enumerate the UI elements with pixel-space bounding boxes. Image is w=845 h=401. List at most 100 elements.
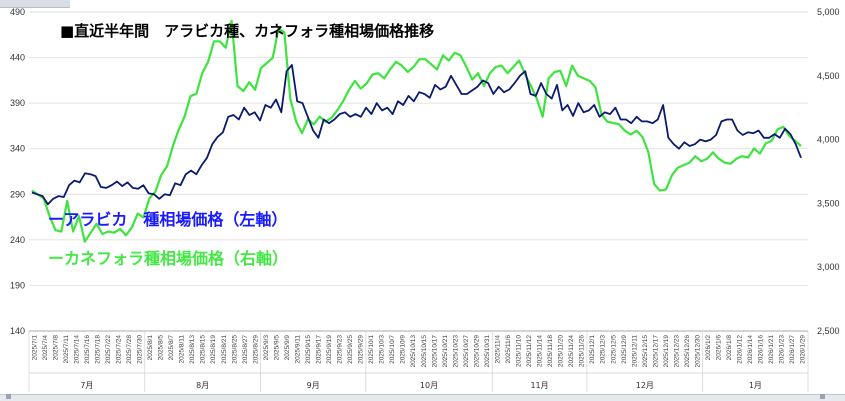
chart-title: ■直近半年間 アラビカ種、カネフォラ種相場価格推移 [60, 22, 434, 40]
date-tick-label: 2025/7/1 [31, 335, 38, 361]
date-tick-label: 2026/1/8 [726, 335, 733, 361]
date-tick-label: 2025/10/17 [431, 335, 438, 368]
date-tick-label: 2025/12/3 [600, 335, 607, 364]
date-tick-label: 2026/1/14 [747, 335, 754, 364]
date-tick-label: 2025/9/11 [294, 335, 301, 364]
left-tick-label: 190 [10, 280, 25, 290]
date-tick-label: 2025/9/17 [315, 335, 322, 364]
date-tick-label: 2025/12/15 [642, 335, 649, 368]
right-axis: 2,500 3,000 3,500 4,000 4,500 5,000 [817, 7, 840, 336]
date-tick-label: 2025/11/26 [579, 335, 586, 367]
date-tick-label: 2025/11/6 [505, 335, 512, 364]
sheet-tab-strip [0, 394, 845, 401]
date-tick-label: 2025/12/5 [610, 335, 617, 364]
date-tick-label: 2025/8/5 [158, 335, 165, 361]
date-tick-label: 2025/12/17 [652, 335, 659, 368]
month-label: 11月 [530, 381, 548, 390]
legend-arabica: ーアラビカ 種相場価格（左軸） [48, 210, 287, 229]
date-tick-label: 2026/1/16 [758, 335, 765, 364]
date-tick-label: 2025/11/4 [494, 335, 501, 364]
date-tick-label: 2025/12/9 [621, 335, 628, 364]
date-tick-label: 2025/10/7 [389, 335, 396, 364]
series-lines [31, 19, 802, 243]
date-tick-label: 2025/8/29 [252, 335, 259, 364]
legend-robusta: ーカネフォラ種相場価格（右軸） [48, 249, 288, 268]
right-tick-label: 2,500 [817, 326, 840, 336]
date-tick-label: 2025/9/19 [326, 335, 333, 364]
date-tick-label: 2025/7/22 [105, 335, 112, 364]
left-tick-label: 290 [10, 189, 25, 199]
month-label: 8月 [196, 381, 209, 390]
date-tick-label: 2025/8/25 [231, 335, 238, 364]
left-axis: 140 190 240 290 340 390 440 490 [10, 7, 25, 336]
sheet-toolbar-strip [0, 0, 70, 8]
date-tick-label: 2025/9/15 [305, 335, 312, 364]
date-tick-label: 2025/10/29 [473, 335, 480, 368]
date-tick-label: 2025/7/4 [42, 335, 49, 361]
month-label: 7月 [80, 381, 93, 390]
date-tick-label: 2025/8/13 [189, 335, 196, 364]
date-tick-label: 2025/10/3 [379, 335, 386, 364]
right-tick-label: 4,500 [817, 71, 840, 81]
right-tick-label: 5,000 [817, 7, 840, 17]
date-tick-label: 2025/8/1 [147, 335, 154, 361]
date-tick-label: 2025/12/19 [663, 335, 670, 368]
date-tick-label: 2026/1/29 [800, 335, 807, 364]
date-tick-label: 2025/9/3 [263, 335, 270, 361]
right-tick-label: 3,500 [817, 198, 840, 208]
arabica-line [31, 64, 802, 206]
date-tick-label: 2025/8/21 [221, 335, 228, 364]
date-tick-label: 2025/12/1 [589, 335, 596, 364]
date-tick-label: 2026/1/12 [737, 335, 744, 364]
date-tick-label: 2026/1/23 [779, 335, 786, 364]
date-tick-label: 2025/10/15 [421, 335, 428, 368]
date-tick-label: 2025/10/9 [400, 335, 407, 364]
date-tick-label: 2026/1/2 [705, 335, 712, 361]
date-tick-label: 2025/11/18 [547, 335, 554, 367]
date-tick-label: 2026/1/6 [716, 335, 723, 361]
date-tick-label: 2025/7/16 [84, 335, 91, 364]
date-tick-label: 2025/10/23 [452, 335, 459, 368]
date-tick-label: 2025/9/5 [273, 335, 280, 361]
date-tick-label: 2025/12/11 [631, 335, 638, 367]
left-tick-label: 490 [10, 7, 25, 17]
month-label: 10月 [420, 381, 438, 390]
date-tick-label: 2025/10/27 [463, 335, 470, 368]
left-tick-label: 440 [10, 53, 25, 63]
date-tick-label: 2025/8/27 [242, 335, 249, 364]
date-tick-label: 2025/7/18 [94, 335, 101, 364]
date-tick-label: 2025/8/15 [200, 335, 207, 364]
date-tick-label: 2025/8/19 [210, 335, 217, 364]
date-tick-label: 2025/8/7 [168, 335, 175, 361]
date-tick-label: 2025/11/10 [516, 335, 523, 367]
left-tick-label: 240 [10, 235, 25, 245]
date-tick-label: 2025/9/29 [358, 335, 365, 364]
date-tick-label: 2025/12/26 [684, 335, 691, 368]
month-label: 12月 [636, 381, 654, 390]
date-tick-label: 2025/11/24 [568, 335, 575, 367]
date-tick-label: 2025/7/28 [126, 335, 133, 364]
date-tick-label: 2025/11/20 [558, 335, 565, 367]
left-tick-label: 390 [10, 98, 25, 108]
date-tick-label: 2025/7/8 [52, 335, 59, 361]
scroll-left-icon[interactable] [6, 394, 11, 399]
right-tick-label: 4,000 [817, 135, 840, 145]
date-tick-label: 2025/7/24 [115, 335, 122, 364]
date-tick-label: 2026/1/27 [789, 335, 796, 364]
date-tick-label: 2025/9/23 [337, 335, 344, 364]
date-tick-label: 2025/9/25 [347, 335, 354, 364]
date-tick-label: 2025/8/11 [179, 335, 186, 364]
date-tick-label: 2025/10/31 [484, 335, 491, 368]
month-label: 9月 [307, 381, 320, 390]
right-tick-label: 3,000 [817, 262, 840, 272]
date-tick-label: 2025/10/21 [442, 335, 449, 368]
date-tick-label: 2025/7/30 [137, 335, 144, 364]
date-tick-label: 2025/10/1 [368, 335, 375, 364]
date-tick-label: 2025/10/13 [410, 335, 417, 368]
robusta-line [31, 19, 802, 243]
date-tick-label: 2025/7/11 [63, 335, 70, 364]
date-tick-label: 2025/12/30 [694, 335, 701, 368]
scroll-right-icon[interactable] [820, 394, 825, 399]
left-tick-label: 140 [10, 326, 25, 336]
